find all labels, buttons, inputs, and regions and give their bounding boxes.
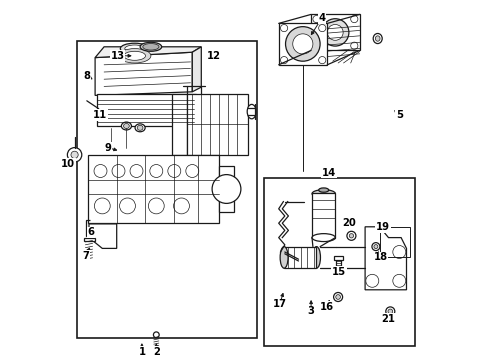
Circle shape [94,198,110,214]
Polygon shape [95,52,192,95]
Text: 4: 4 [318,13,325,23]
Circle shape [130,165,142,177]
Bar [219,166,233,212]
Ellipse shape [387,309,392,314]
Bar [284,247,316,268]
Text: 2: 2 [153,347,160,357]
Text: 20: 20 [341,218,355,228]
Ellipse shape [124,45,144,52]
Ellipse shape [385,307,394,316]
Circle shape [148,198,164,214]
Circle shape [318,24,325,32]
Text: 21: 21 [381,314,395,324]
Circle shape [120,198,135,214]
Circle shape [312,42,320,49]
Polygon shape [192,47,201,92]
Ellipse shape [280,247,287,268]
Ellipse shape [335,294,340,300]
Circle shape [280,24,287,32]
Ellipse shape [118,49,151,63]
Polygon shape [310,14,359,50]
Bar [84,238,95,241]
Bar [264,178,415,346]
Ellipse shape [311,234,335,242]
Text: 19: 19 [375,222,389,232]
Circle shape [318,57,325,64]
Text: 8: 8 [83,71,90,81]
Ellipse shape [375,36,379,41]
Circle shape [280,57,287,64]
Bar [186,94,247,155]
Text: 13: 13 [111,51,124,61]
Ellipse shape [140,42,162,51]
Circle shape [67,148,81,162]
Text: 15: 15 [331,267,345,277]
Polygon shape [365,227,406,290]
Circle shape [167,165,181,177]
Ellipse shape [346,231,355,240]
Ellipse shape [373,245,377,248]
Text: 6: 6 [87,227,94,237]
Circle shape [94,165,107,177]
Polygon shape [89,224,117,248]
Ellipse shape [123,123,129,129]
Text: 16: 16 [319,302,333,312]
Bar [336,260,340,271]
Circle shape [112,165,125,177]
Bar [77,41,257,338]
Circle shape [350,42,357,49]
Circle shape [365,274,378,287]
Ellipse shape [120,43,149,54]
Text: 7: 7 [82,251,89,261]
Text: 5: 5 [395,110,402,120]
Ellipse shape [142,44,159,50]
Ellipse shape [318,188,328,192]
Ellipse shape [371,243,379,251]
Ellipse shape [135,124,145,132]
Text: 18: 18 [373,252,387,262]
Text: 1: 1 [138,347,145,357]
Text: 3: 3 [307,306,314,316]
Polygon shape [97,94,196,126]
Circle shape [71,151,78,158]
Circle shape [292,34,312,54]
Text: 11: 11 [92,110,107,120]
Text: 12: 12 [206,51,221,61]
Circle shape [350,15,357,23]
Circle shape [392,246,405,258]
Circle shape [321,19,348,46]
Ellipse shape [311,190,335,198]
Polygon shape [278,23,326,65]
Circle shape [326,24,343,40]
Text: 9: 9 [104,143,111,153]
Ellipse shape [137,125,142,130]
Bar [88,155,219,223]
Ellipse shape [123,51,145,60]
Circle shape [285,27,320,61]
Polygon shape [95,47,201,58]
Bar [333,256,342,260]
Bar [379,227,409,257]
Circle shape [185,165,199,177]
Bar [311,193,335,238]
Ellipse shape [247,104,256,119]
Bar [172,94,186,155]
Ellipse shape [333,292,342,302]
Circle shape [392,274,405,287]
Ellipse shape [372,33,382,44]
Text: 17: 17 [272,299,286,309]
Text: 10: 10 [61,159,75,169]
Circle shape [149,165,163,177]
Circle shape [173,198,189,214]
Circle shape [212,175,241,203]
Circle shape [312,15,320,23]
Ellipse shape [348,234,353,238]
Circle shape [153,332,159,338]
Ellipse shape [121,122,131,130]
Text: 14: 14 [321,168,336,178]
Ellipse shape [312,247,320,268]
